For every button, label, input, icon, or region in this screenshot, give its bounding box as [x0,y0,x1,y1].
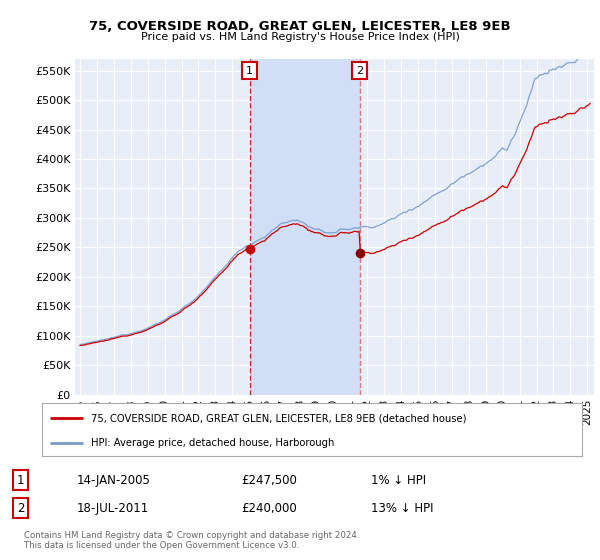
Text: 14-JAN-2005: 14-JAN-2005 [77,474,151,487]
Text: 2: 2 [17,502,25,515]
Text: 18-JUL-2011: 18-JUL-2011 [77,502,149,515]
Text: 2: 2 [356,66,363,76]
Text: 75, COVERSIDE ROAD, GREAT GLEN, LEICESTER, LE8 9EB (detached house): 75, COVERSIDE ROAD, GREAT GLEN, LEICESTE… [91,413,466,423]
Text: 75, COVERSIDE ROAD, GREAT GLEN, LEICESTER, LE8 9EB: 75, COVERSIDE ROAD, GREAT GLEN, LEICESTE… [89,20,511,32]
Text: 13% ↓ HPI: 13% ↓ HPI [371,502,433,515]
Text: 1% ↓ HPI: 1% ↓ HPI [371,474,425,487]
Text: £240,000: £240,000 [241,502,297,515]
Text: £247,500: £247,500 [241,474,297,487]
Text: 1: 1 [17,474,25,487]
Bar [250,59,359,395]
Text: HPI: Average price, detached house, Harborough: HPI: Average price, detached house, Harb… [91,437,334,447]
Text: Price paid vs. HM Land Registry's House Price Index (HPI): Price paid vs. HM Land Registry's House … [140,32,460,42]
Text: 1: 1 [247,66,253,76]
Text: Contains HM Land Registry data © Crown copyright and database right 2024.
This d: Contains HM Land Registry data © Crown c… [24,531,359,550]
